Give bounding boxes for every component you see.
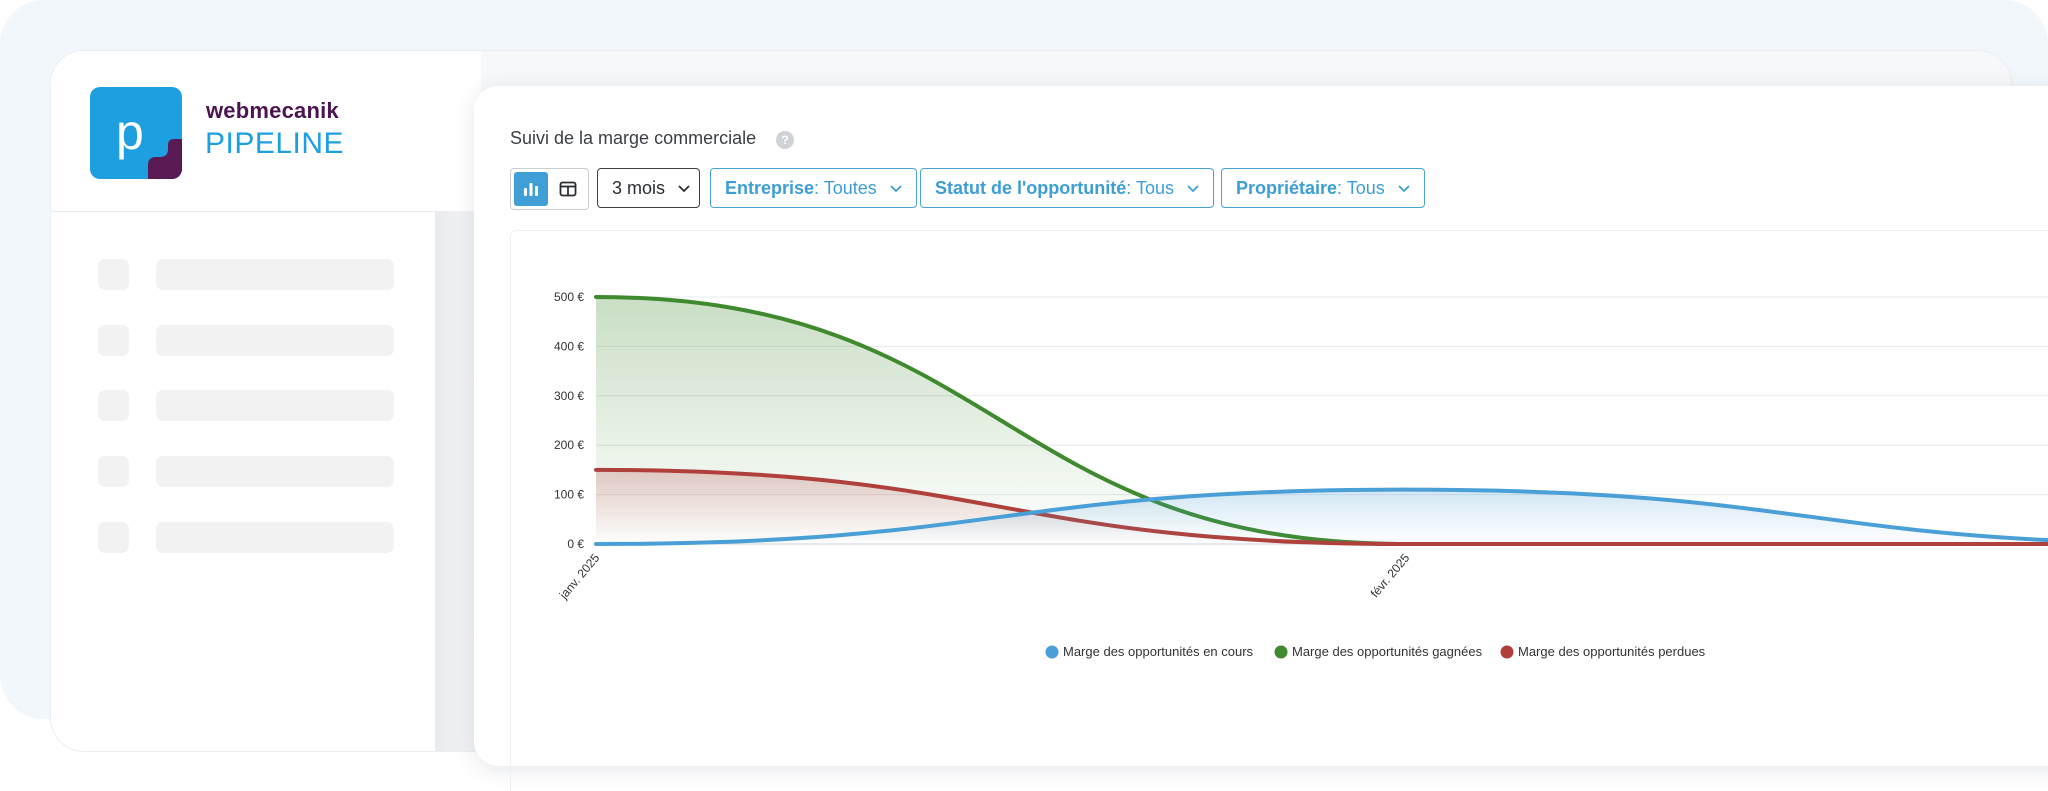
period-select[interactable]: 3 mois [597, 168, 700, 208]
series-area [596, 297, 2048, 545]
filter-key: Entreprise [725, 178, 815, 198]
chart-series [594, 295, 2048, 547]
help-icon[interactable]: ? [776, 131, 794, 149]
bar-chart-icon [524, 183, 538, 196]
x-tick-label: févr. 2025 [1368, 551, 1413, 601]
content-gutter [435, 211, 475, 751]
placeholder-label [156, 325, 394, 356]
sidebar-header: p webmecanik PIPELINE [51, 51, 481, 212]
x-tick-label: janv. 2025 [556, 551, 603, 603]
view-toggle [510, 168, 589, 210]
margin-area-chart: 0 € 100 € 200 € 300 € 400 € 500 € janv. 2025 f… [554, 290, 2048, 659]
y-tick-label: 0 € [567, 537, 584, 551]
placeholder-label [156, 259, 394, 290]
placeholder-icon [98, 390, 129, 421]
chevron-down-icon [1398, 168, 1410, 206]
sidebar-item-placeholder[interactable] [98, 325, 398, 357]
legend-item-label[interactable]: Marge des opportunités gagnées [1292, 644, 1483, 659]
filter-value: Toutes [823, 178, 877, 198]
filter-value: Tous [1346, 178, 1385, 198]
placeholder-label [156, 390, 394, 421]
y-tick-label: 100 € [554, 488, 584, 502]
table-icon [559, 181, 577, 197]
legend-marker[interactable] [1045, 645, 1059, 659]
y-tick-label: 400 € [554, 339, 584, 353]
y-tick-label: 200 € [554, 438, 584, 452]
filter-value: Tous [1135, 178, 1174, 198]
chevron-down-icon [678, 168, 690, 206]
owner-filter[interactable]: Propriétaire: Tous [1221, 168, 1425, 208]
chart-view-button[interactable] [514, 172, 548, 206]
table-view-button[interactable] [551, 172, 585, 206]
y-tick-label: 300 € [554, 389, 584, 403]
opportunity-status-filter[interactable]: Statut de l'opportunité: Tous [920, 168, 1214, 208]
legend-marker[interactable] [1500, 645, 1514, 659]
chevron-down-icon [1187, 168, 1199, 206]
sidebar-item-placeholder[interactable] [98, 456, 398, 488]
svg-text:p: p [116, 104, 144, 160]
placeholder-icon [98, 325, 129, 356]
company-filter[interactable]: Entreprise: Toutes [710, 168, 917, 208]
placeholder-icon [98, 259, 129, 290]
placeholder-icon [98, 456, 129, 487]
series-line[interactable] [594, 487, 2048, 546]
brand-name: webmecanik [206, 98, 339, 123]
y-tick-label: 500 € [554, 290, 584, 304]
chart-legend: Marge des opportunités en cours Marge des… [1045, 644, 1706, 659]
legend-item-label[interactable]: Marge des opportunités perdues [1518, 644, 1706, 659]
placeholder-label [156, 456, 394, 487]
filter-key: Statut de l'opportunité [935, 178, 1127, 198]
y-axis: 0 € 100 € 200 € 300 € 400 € 500 € [554, 290, 584, 551]
brand-product: PIPELINE [205, 127, 345, 160]
x-axis: janv. 2025 févr. 2025 [556, 551, 1413, 603]
sidebar-item-placeholder[interactable] [98, 522, 398, 554]
chevron-down-icon [890, 168, 902, 206]
legend-marker[interactable] [1274, 645, 1288, 659]
sidebar: p webmecanik PIPELINE [51, 51, 481, 751]
period-value: 3 mois [612, 178, 666, 198]
chart-container [510, 230, 2048, 791]
panel-title: Suivi de la marge commerciale [510, 128, 757, 148]
pipeline-logo-icon[interactable]: p [90, 87, 182, 179]
legend-item-label[interactable]: Marge des opportunités en cours [1063, 644, 1254, 659]
sidebar-item-placeholder[interactable] [98, 390, 398, 422]
placeholder-icon [98, 522, 129, 553]
filter-key: Propriétaire [1236, 178, 1338, 198]
sidebar-item-placeholder[interactable] [98, 259, 398, 291]
placeholder-label [156, 522, 394, 553]
